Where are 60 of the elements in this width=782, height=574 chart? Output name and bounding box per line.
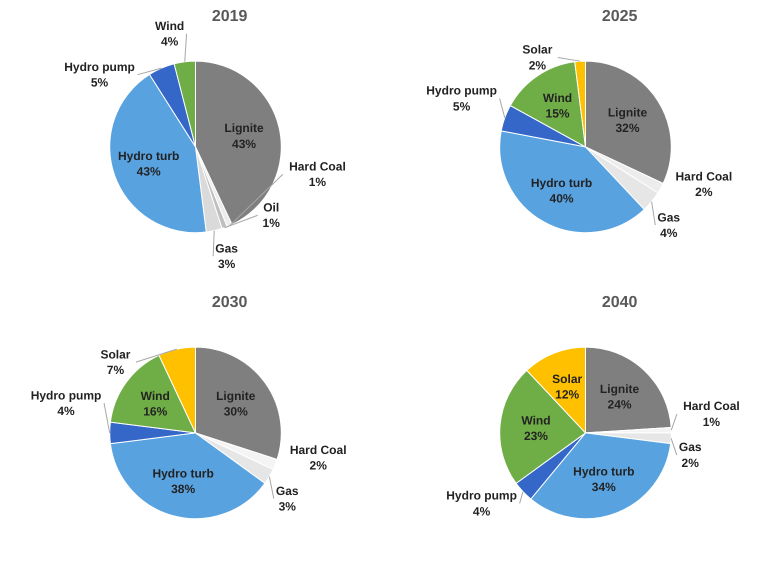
data-label: 32% bbox=[616, 121, 640, 136]
slice-label: Hydro pump bbox=[446, 488, 517, 503]
data-label: 1% bbox=[702, 414, 720, 429]
slice-label: Hydro turb bbox=[530, 176, 592, 190]
data-label: 5% bbox=[452, 99, 471, 114]
data-label: 30% bbox=[224, 404, 248, 418]
slice-label: Oil bbox=[263, 200, 280, 214]
data-label: 38% bbox=[171, 482, 196, 496]
slice-label: Lignite bbox=[600, 382, 640, 396]
data-label: 2% bbox=[528, 58, 546, 72]
slice-label: Hydro turb bbox=[118, 148, 180, 163]
data-label: 16% bbox=[143, 404, 168, 418]
data-label: 4% bbox=[160, 34, 179, 48]
data-label: 2% bbox=[310, 458, 328, 472]
slice-label: Gas bbox=[276, 484, 299, 498]
slice-label: Lignite bbox=[224, 121, 264, 136]
slice-label: Lignite bbox=[608, 105, 648, 120]
chart-title: 2040 bbox=[602, 294, 638, 312]
data-label: 5% bbox=[90, 75, 109, 90]
slice-label: Hydro pump bbox=[426, 84, 497, 98]
slice-label: Wind bbox=[155, 18, 184, 33]
chart-title: 2030 bbox=[212, 294, 248, 312]
data-label: 43% bbox=[136, 164, 162, 179]
slice-label: Solar bbox=[522, 42, 553, 57]
slice-label: Hydro turb bbox=[573, 464, 634, 478]
slice-label: Wind bbox=[542, 90, 572, 105]
slice-label: Lignite bbox=[216, 388, 256, 403]
slice-label: Solar bbox=[552, 372, 583, 386]
slice-label: Hard Coal bbox=[676, 169, 732, 184]
data-label: 2% bbox=[695, 184, 713, 199]
slice-label: Solar bbox=[100, 347, 131, 362]
chart-title: 2019 bbox=[212, 8, 248, 26]
slice-label: Hydro turb bbox=[152, 466, 214, 480]
slice-label: Hard Coal bbox=[683, 399, 740, 414]
slice-label: Gas bbox=[678, 440, 702, 454]
slice-label: Hydro pump bbox=[64, 60, 135, 74]
slice-label: Wind bbox=[521, 413, 551, 428]
data-label: 4% bbox=[660, 226, 678, 240]
slice-label: Gas bbox=[215, 241, 238, 256]
data-label: 3% bbox=[218, 257, 236, 272]
data-label: 1% bbox=[308, 175, 326, 190]
data-label: 40% bbox=[550, 191, 574, 206]
slice-label: Hard Coal bbox=[289, 159, 346, 174]
data-label: 4% bbox=[472, 504, 491, 518]
slice-label: Hydro pump bbox=[30, 388, 102, 402]
data-label: 7% bbox=[106, 362, 124, 377]
data-label: 23% bbox=[524, 429, 548, 444]
chart-title: 2025 bbox=[602, 8, 638, 26]
slice-label: Gas bbox=[657, 210, 680, 224]
slice-label: Hard Coal bbox=[290, 442, 347, 457]
data-label: 24% bbox=[608, 397, 632, 412]
data-label: 43% bbox=[232, 136, 256, 151]
data-label: 34% bbox=[592, 480, 616, 494]
data-label: 3% bbox=[278, 499, 296, 514]
data-label: 1% bbox=[262, 216, 280, 230]
data-label: 12% bbox=[555, 387, 580, 402]
data-label: 4% bbox=[57, 404, 76, 418]
data-label: 15% bbox=[546, 106, 570, 121]
data-label: 2% bbox=[682, 456, 700, 470]
slice-label: Wind bbox=[140, 388, 170, 403]
